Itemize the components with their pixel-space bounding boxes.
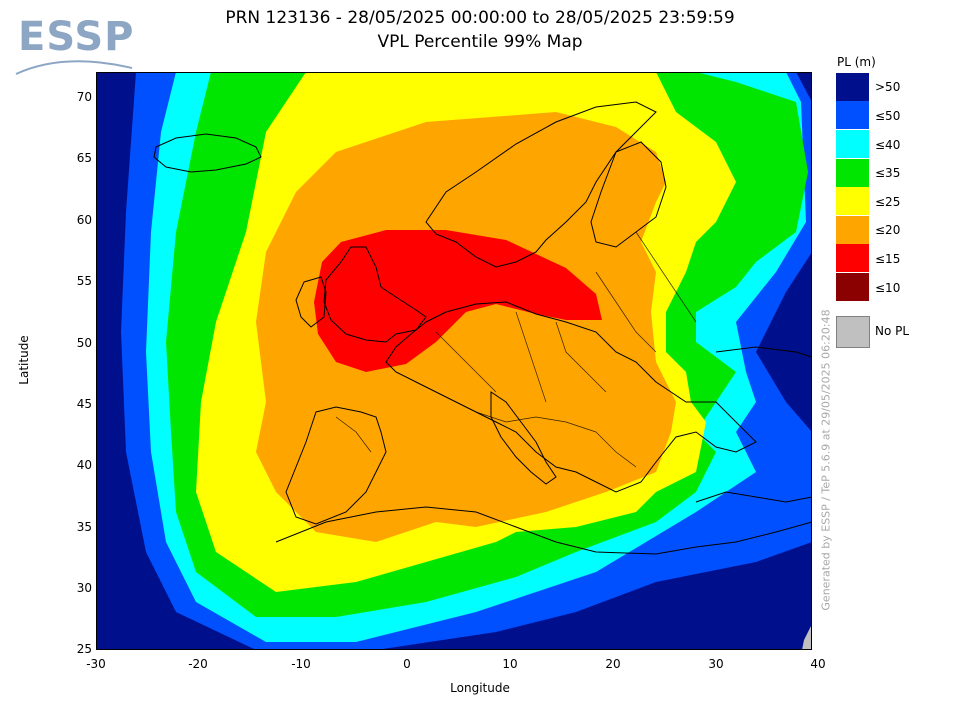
map-subtitle: VPL Percentile 99% Map bbox=[377, 32, 583, 52]
logo-text: ESSP bbox=[18, 14, 135, 60]
x-tick-label: 10 bbox=[502, 657, 518, 671]
map-title: PRN 123136 - 28/05/2025 00:00:00 to 28/0… bbox=[225, 8, 735, 28]
x-tick-label: 0 bbox=[403, 657, 411, 671]
logo-swoosh-icon bbox=[15, 60, 133, 75]
legend-swatch bbox=[836, 101, 869, 129]
no-pl-label: No PL bbox=[875, 324, 910, 338]
plot-frame bbox=[96, 72, 812, 650]
y-tick-label: 45 bbox=[76, 397, 92, 411]
y-tick-label: 70 bbox=[76, 90, 92, 104]
legend-swatch bbox=[836, 159, 869, 187]
no-pl-swatch bbox=[836, 316, 870, 348]
legend-title: PL (m) bbox=[837, 55, 876, 69]
y-tick-label: 30 bbox=[76, 581, 92, 595]
x-axis-title: Longitude bbox=[450, 681, 510, 695]
y-tick-label: 35 bbox=[76, 520, 92, 534]
y-tick-label: 40 bbox=[76, 458, 92, 472]
country-borders bbox=[335, 231, 697, 468]
vpl-map bbox=[96, 72, 812, 650]
x-tick-label: -10 bbox=[291, 657, 311, 671]
legend-label: ≤35 bbox=[875, 166, 901, 180]
x-tick-label: -30 bbox=[86, 657, 106, 671]
y-tick-label: 25 bbox=[76, 642, 92, 656]
gray-nopl-patch bbox=[802, 624, 812, 650]
legend-label: ≤10 bbox=[875, 281, 901, 295]
y-tick-label: 60 bbox=[76, 213, 92, 227]
coastlines bbox=[153, 101, 812, 555]
x-tick-label: 30 bbox=[708, 657, 724, 671]
essp-logo: ESSP bbox=[14, 12, 134, 82]
legend-label: ≤20 bbox=[875, 223, 901, 237]
legend-swatch bbox=[836, 273, 869, 301]
legend-swatch bbox=[836, 130, 869, 158]
y-axis-title: Latitude bbox=[17, 335, 31, 385]
legend-label: ≤25 bbox=[875, 195, 901, 209]
legend-label: ≤15 bbox=[875, 252, 901, 266]
legend-label: >50 bbox=[875, 80, 901, 94]
zone-le15 bbox=[314, 230, 602, 372]
x-tick-label: 40 bbox=[810, 657, 826, 671]
legend-swatch bbox=[836, 216, 869, 244]
legend-swatch bbox=[836, 187, 869, 215]
generated-by-credit: Generated by ESSP / TeP 5.6.9 at 29/05/2… bbox=[819, 309, 833, 611]
y-tick-label: 55 bbox=[76, 274, 92, 288]
x-tick-label: -20 bbox=[188, 657, 208, 671]
y-tick-label: 50 bbox=[76, 336, 92, 350]
legend-label: ≤40 bbox=[875, 138, 901, 152]
legend-swatch bbox=[836, 73, 869, 101]
y-tick-label: 65 bbox=[76, 151, 92, 165]
legend-label: ≤50 bbox=[875, 109, 901, 123]
legend-swatch bbox=[836, 244, 869, 272]
x-tick-label: 20 bbox=[605, 657, 621, 671]
zone-le20 bbox=[256, 112, 676, 542]
